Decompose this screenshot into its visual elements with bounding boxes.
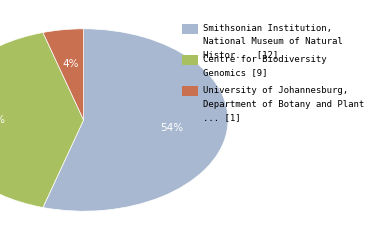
Text: National Museum of Natural: National Museum of Natural bbox=[203, 37, 343, 46]
Wedge shape bbox=[0, 32, 84, 208]
Text: Histor... [12]: Histor... [12] bbox=[203, 50, 279, 59]
Text: Genomics [9]: Genomics [9] bbox=[203, 68, 268, 77]
Text: ... [1]: ... [1] bbox=[203, 113, 241, 122]
Text: Centre for Biodiversity: Centre for Biodiversity bbox=[203, 55, 327, 64]
Wedge shape bbox=[43, 29, 84, 120]
Text: 54%: 54% bbox=[161, 123, 184, 133]
Wedge shape bbox=[43, 29, 228, 211]
Text: 40%: 40% bbox=[0, 115, 6, 125]
Bar bbox=[182, 55, 198, 65]
Bar bbox=[182, 24, 198, 34]
Text: University of Johannesburg,: University of Johannesburg, bbox=[203, 86, 348, 96]
Text: 4%: 4% bbox=[63, 59, 79, 69]
Text: Department of Botany and Plant: Department of Botany and Plant bbox=[203, 100, 364, 109]
Bar bbox=[182, 86, 198, 96]
Text: Smithsonian Institution,: Smithsonian Institution, bbox=[203, 24, 332, 33]
